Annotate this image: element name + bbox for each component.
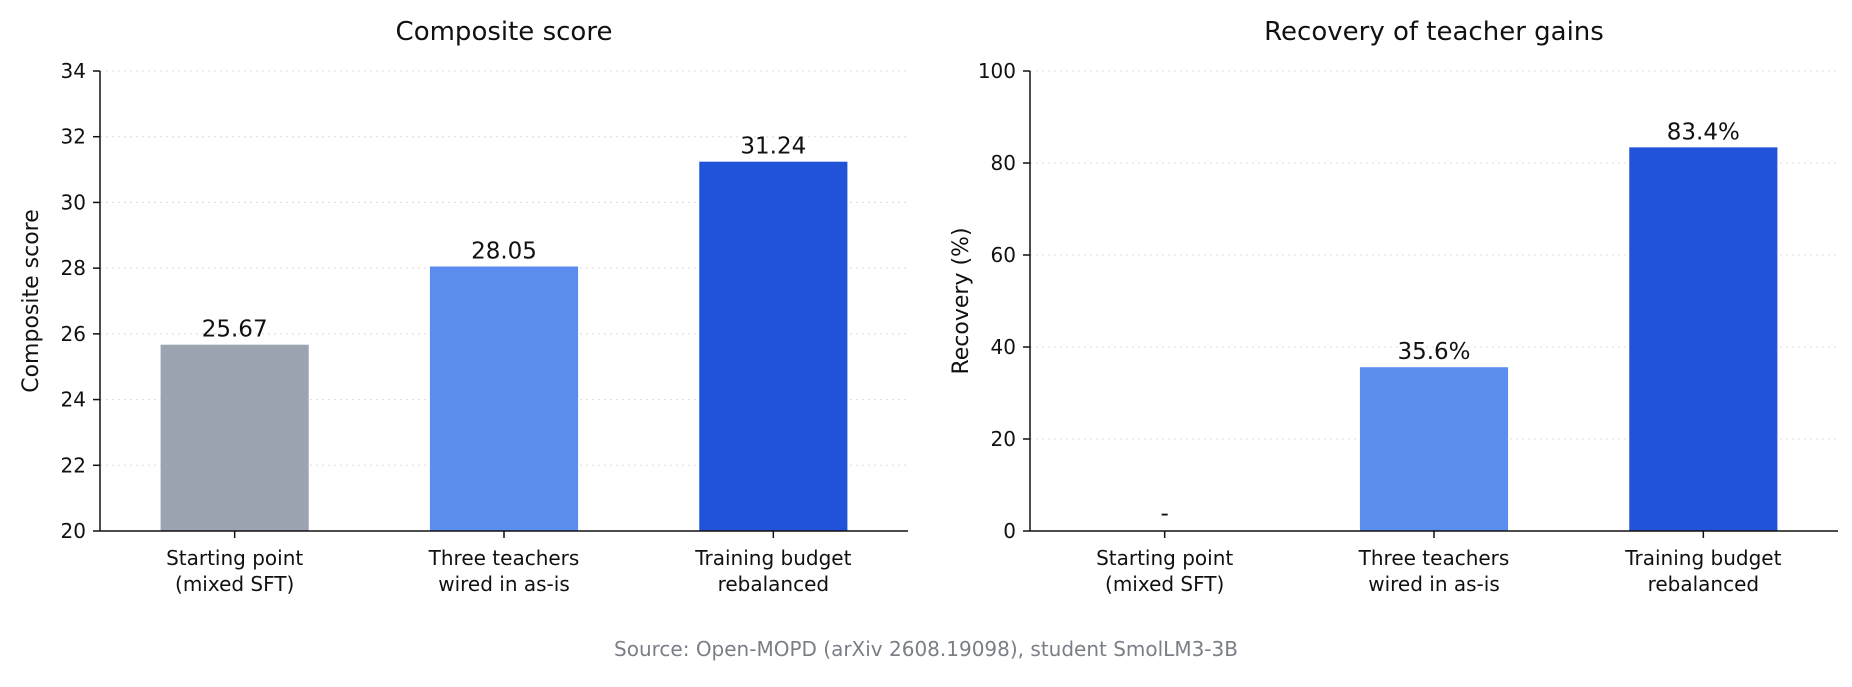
y-tick-label: 100 xyxy=(978,59,1016,83)
x-tick-label: (mixed SFT) xyxy=(1105,572,1224,596)
bar xyxy=(160,344,309,531)
y-tick-label: 20 xyxy=(991,427,1016,451)
data-label: 83.4% xyxy=(1667,119,1740,145)
y-tick-label: 26 xyxy=(61,322,86,346)
source-caption: Source: Open-MOPD (arXiv 2608.19098), st… xyxy=(614,637,1238,661)
y-tick-label: 34 xyxy=(61,59,86,83)
x-tick-label: Training budget xyxy=(694,546,851,570)
x-tick-label: rebalanced xyxy=(718,572,830,596)
x-tick-label: Three teachers xyxy=(1358,546,1510,570)
x-tick-label: Starting point xyxy=(166,546,303,570)
x-tick-label: wired in as-is xyxy=(1368,572,1500,596)
chart-panel-2: Recovery of teacher gains Recovery (%) 0 20… xyxy=(949,17,1838,596)
chart-panel-1: Composite score Composite score 20 22 24 26 28… xyxy=(19,17,908,596)
y-axis-label: Recovery (%) xyxy=(949,227,974,374)
bar xyxy=(1629,147,1778,532)
bar xyxy=(429,266,579,531)
bar xyxy=(1359,367,1509,531)
x-tick-label: rebalanced xyxy=(1648,572,1760,596)
y-tick-label: 32 xyxy=(61,125,86,149)
x-tick-label: Training budget xyxy=(1624,546,1781,570)
x-tick-label: (mixed SFT) xyxy=(175,572,294,596)
x-tick-label: wired in as-is xyxy=(438,572,570,596)
y-axis-label: Composite score xyxy=(19,209,44,393)
y-tick-label: 0 xyxy=(1003,519,1016,543)
chart-title: Recovery of teacher gains xyxy=(1264,17,1604,47)
x-tick-label: Three teachers xyxy=(428,546,580,570)
chart-title: Composite score xyxy=(396,17,613,47)
bar xyxy=(699,161,848,531)
data-label: 28.05 xyxy=(471,239,537,265)
y-tick-label: 80 xyxy=(991,151,1016,175)
y-tick-label: 24 xyxy=(61,388,86,412)
y-tick-label: 30 xyxy=(61,190,86,214)
data-label: 25.67 xyxy=(202,317,268,343)
y-tick-label: 28 xyxy=(61,256,86,280)
y-tick-label: 20 xyxy=(61,519,86,543)
y-tick-label: 60 xyxy=(991,243,1016,267)
data-label: 35.6% xyxy=(1397,339,1470,365)
data-label: 31.24 xyxy=(740,134,806,160)
y-tick-label: 40 xyxy=(991,335,1016,359)
y-tick-label: 22 xyxy=(61,453,86,477)
data-label: - xyxy=(1161,501,1169,527)
x-tick-label: Starting point xyxy=(1096,546,1233,570)
